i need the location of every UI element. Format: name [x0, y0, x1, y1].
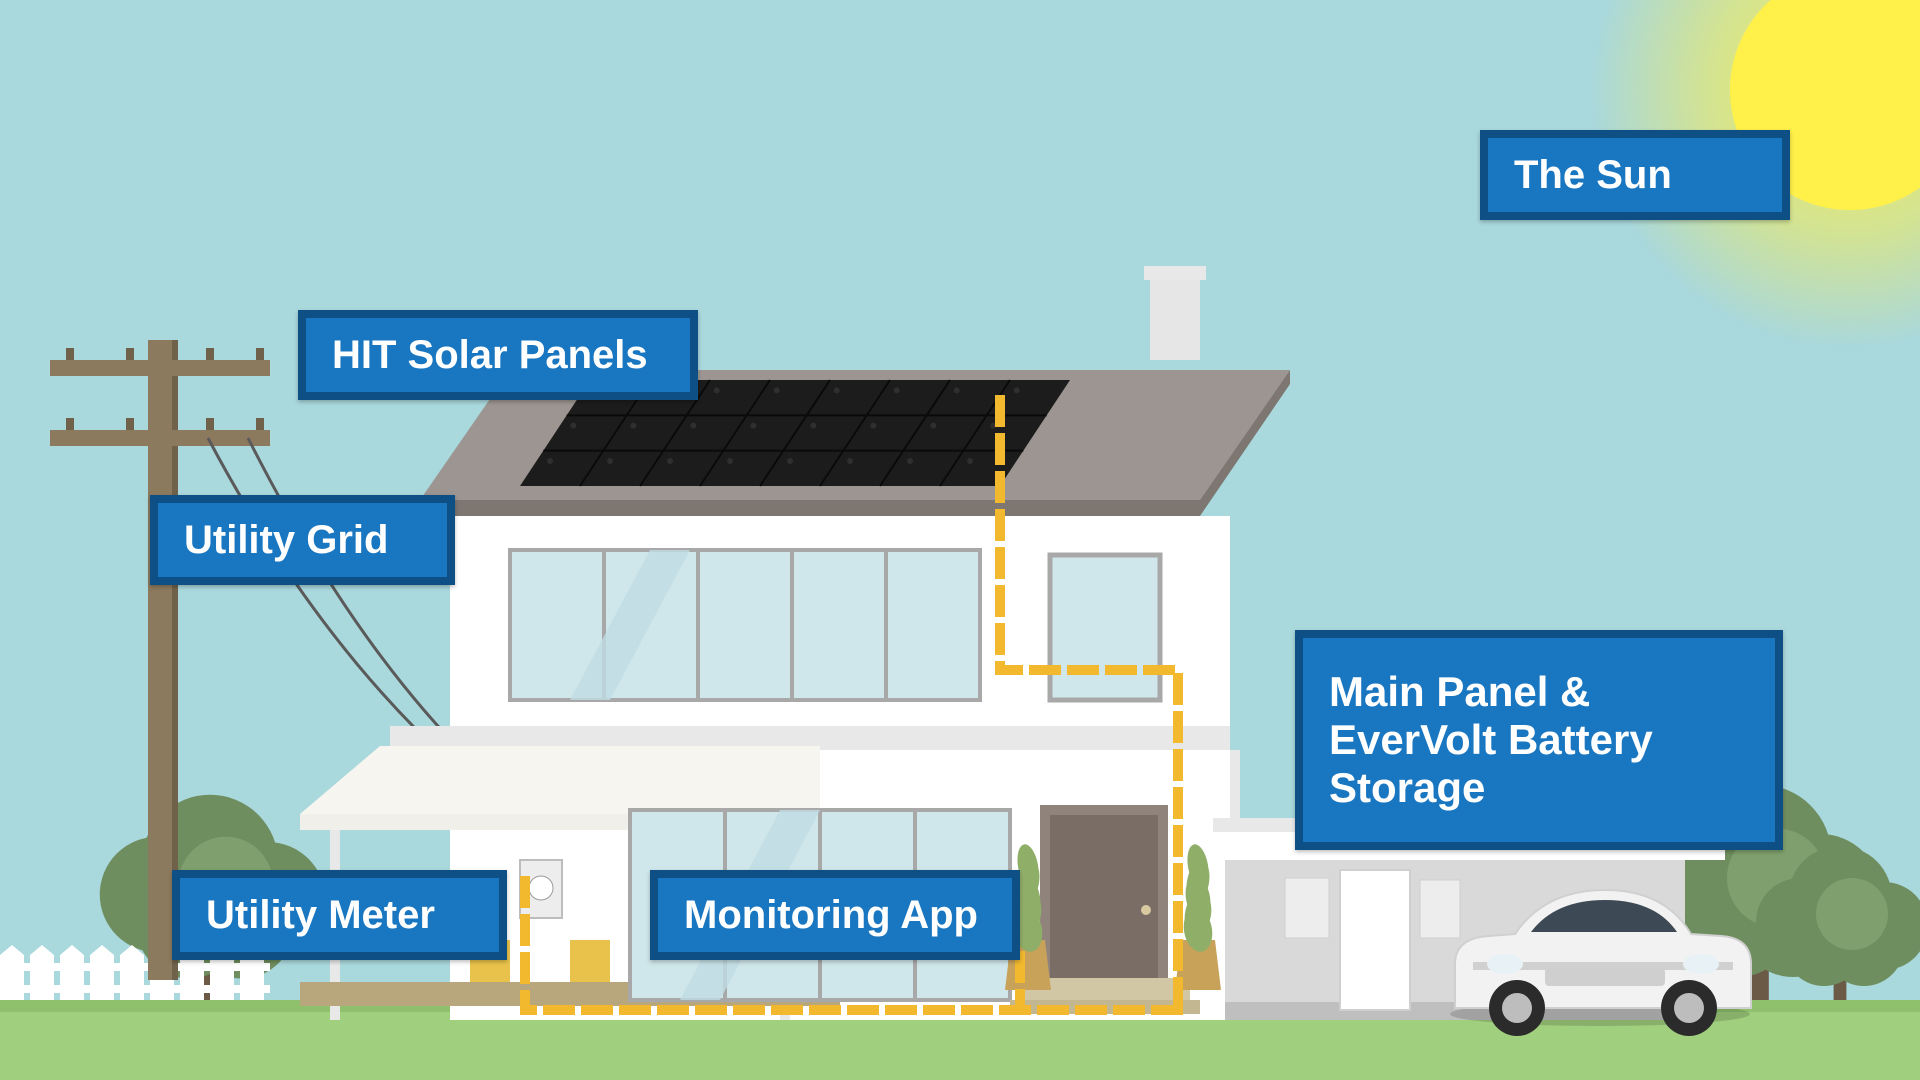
label-main-panel: Main Panel & EverVolt Battery Storage [1295, 630, 1783, 850]
label-solar-panels: HIT Solar Panels [298, 310, 698, 400]
solar-home-infographic: The Sun HIT Solar Panels Utility Grid Ut… [0, 0, 1920, 1080]
label-monitoring-app: Monitoring App [650, 870, 1020, 960]
battery-storage-icon [1340, 870, 1410, 1010]
label-utility-meter: Utility Meter [172, 870, 507, 960]
label-utility-grid: Utility Grid [150, 495, 455, 585]
label-sun: The Sun [1480, 130, 1790, 220]
main-panel-icon [1285, 878, 1329, 938]
